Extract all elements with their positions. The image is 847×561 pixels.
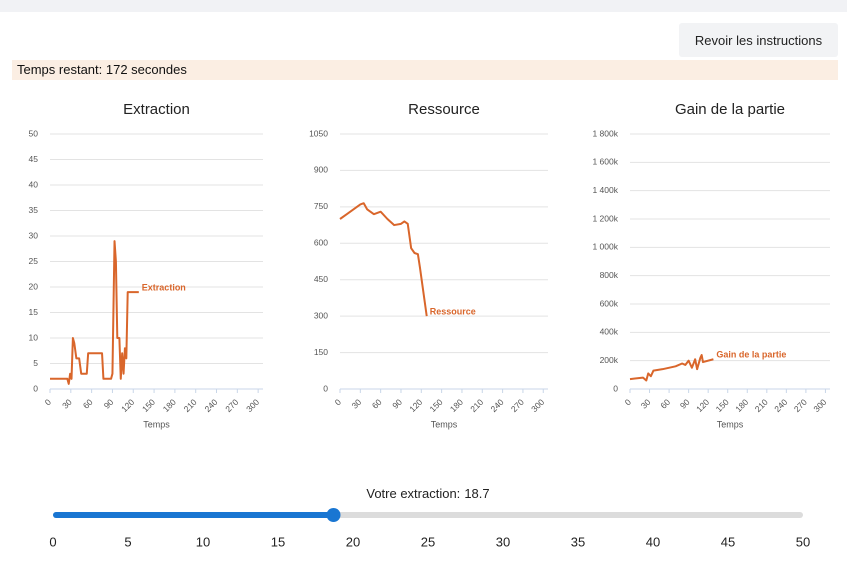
y-tick-label: 0 — [33, 383, 38, 393]
y-tick-label: 35 — [29, 205, 39, 215]
y-tick-label: 45 — [29, 154, 39, 164]
x-tick-label: 210 — [182, 397, 199, 414]
y-tick-label: 0 — [323, 383, 328, 393]
y-tick-label: 1 200k — [592, 213, 618, 223]
x-tick-label: 150 — [428, 397, 445, 414]
y-tick-label: 900 — [314, 165, 328, 175]
x-tick-label: 180 — [161, 397, 178, 414]
slider-fill — [53, 512, 334, 518]
y-tick-label: 50 — [29, 128, 39, 138]
y-tick-label: 450 — [314, 274, 328, 284]
chart-title: Gain de la partie — [675, 101, 785, 118]
y-tick-label: 150 — [314, 347, 328, 357]
timer: Temps restant: 172 secondes — [12, 60, 838, 80]
data-line — [50, 240, 139, 385]
x-tick-label: 90 — [390, 397, 404, 411]
slider-label-text: Votre extraction: — [366, 486, 460, 501]
y-tick-label: 1 400k — [592, 185, 618, 195]
y-tick-label: 800k — [600, 270, 619, 280]
series-label: Gain de la partie — [716, 350, 786, 360]
x-tick-label: 60 — [658, 397, 672, 411]
data-line — [339, 202, 428, 317]
instructions-button[interactable]: Revoir les instructions — [679, 23, 838, 57]
x-tick-label: 120 — [119, 397, 136, 414]
x-tick-label: 120 — [407, 397, 424, 414]
x-tick-label: 240 — [489, 397, 506, 414]
x-tick-label: 180 — [733, 397, 750, 414]
x-tick-label: 30 — [350, 397, 364, 411]
x-tick-label: 0 — [333, 397, 344, 408]
x-tick-label: 210 — [468, 397, 485, 414]
slider-tick-label: 5 — [124, 534, 131, 549]
slider-tick-label: 25 — [421, 534, 435, 549]
x-tick-label: 180 — [448, 397, 465, 414]
y-tick-label: 1 800k — [592, 128, 618, 138]
x-tick-label: 300 — [811, 397, 828, 414]
slider-tick-label: 30 — [496, 534, 510, 549]
x-tick-label: 60 — [370, 397, 384, 411]
chart-title: Extraction — [123, 101, 190, 118]
x-axis-label: Temps — [717, 419, 744, 429]
y-tick-label: 40 — [29, 179, 39, 189]
x-tick-label: 30 — [60, 397, 74, 411]
slider-tick-label: 40 — [646, 534, 660, 549]
slider-value: 18.7 — [464, 486, 489, 501]
data-line — [629, 354, 714, 382]
y-tick-label: 600k — [600, 298, 619, 308]
top-bar — [0, 0, 847, 12]
chart-title: Ressource — [408, 101, 480, 118]
slider-tick-label: 20 — [346, 534, 360, 549]
x-tick-label: 240 — [772, 397, 789, 414]
x-tick-label: 270 — [792, 397, 809, 414]
y-tick-label: 0 — [613, 383, 618, 393]
x-tick-label: 30 — [639, 397, 653, 411]
y-tick-label: 25 — [29, 256, 39, 266]
slider-thumb[interactable] — [326, 508, 341, 522]
y-tick-label: 5 — [33, 358, 38, 368]
y-tick-label: 30 — [29, 230, 39, 240]
y-tick-label: 300 — [314, 310, 328, 320]
y-tick-label: 750 — [314, 201, 328, 211]
y-tick-label: 1050 — [309, 128, 328, 138]
x-axis-label: Temps — [143, 419, 170, 429]
series-label: Ressource — [430, 307, 476, 317]
y-tick-label: 200k — [600, 355, 619, 365]
y-tick-label: 1 000k — [592, 242, 618, 252]
x-tick-label: 0 — [43, 397, 54, 408]
y-tick-label: 600 — [314, 238, 328, 248]
x-tick-label: 90 — [678, 397, 692, 411]
x-tick-label: 240 — [202, 397, 219, 414]
x-tick-label: 210 — [753, 397, 770, 414]
x-axis-label: Temps — [431, 419, 458, 429]
x-tick-label: 270 — [509, 397, 526, 414]
x-tick-label: 60 — [81, 397, 95, 411]
x-tick-label: 300 — [244, 397, 261, 414]
slider-label: Votre extraction: 18.7 — [366, 486, 489, 501]
slider-tick-label: 15 — [271, 534, 285, 549]
y-tick-label: 10 — [29, 332, 39, 342]
slider-tick-label: 50 — [796, 534, 810, 549]
series-label: Extraction — [142, 282, 186, 292]
x-tick-label: 270 — [223, 397, 240, 414]
y-tick-label: 400k — [600, 327, 619, 337]
x-tick-label: 90 — [102, 397, 116, 411]
x-tick-label: 150 — [714, 397, 731, 414]
slider-tick-label: 0 — [49, 534, 56, 549]
x-tick-label: 150 — [140, 397, 157, 414]
x-tick-label: 0 — [623, 397, 634, 408]
slider-tick-label: 45 — [721, 534, 735, 549]
slider-tick-label: 10 — [196, 534, 210, 549]
x-tick-label: 120 — [694, 397, 711, 414]
y-tick-label: 1 600k — [592, 157, 618, 167]
y-tick-label: 15 — [29, 307, 39, 317]
slider-tick-label: 35 — [571, 534, 585, 549]
y-tick-label: 20 — [29, 281, 39, 291]
x-tick-label: 300 — [529, 397, 546, 414]
